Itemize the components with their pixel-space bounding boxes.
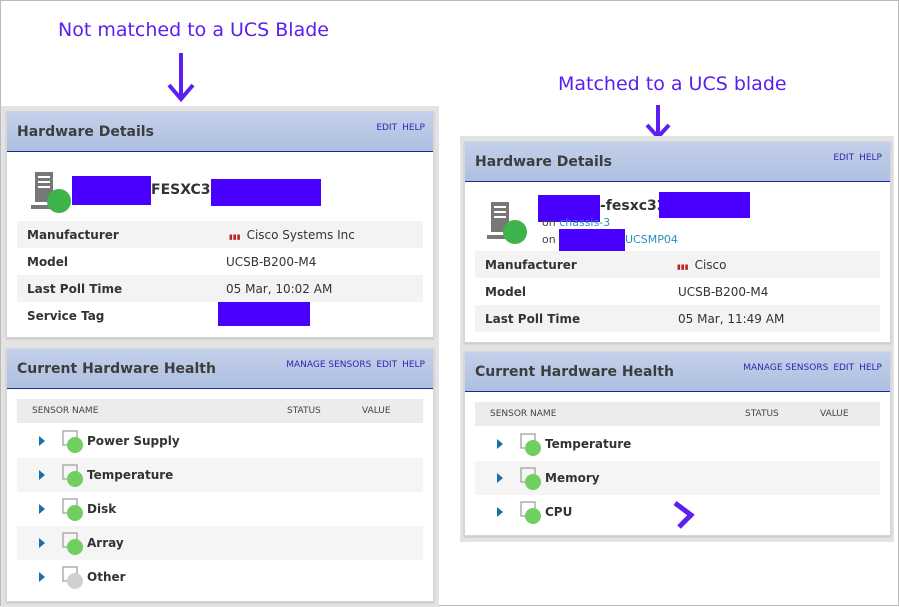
panel-header: Hardware Details EDIT HELP — [465, 142, 890, 182]
node-name: -fesxc32 — [600, 198, 667, 214]
arrow-down-icon — [645, 105, 671, 139]
redacted-block — [559, 229, 625, 251]
sensor-name: Disk — [87, 502, 117, 516]
status-unknown-icon — [67, 573, 83, 589]
sensor-row[interactable]: Other — [17, 560, 423, 594]
detail-row-last-poll: Last Poll Time 05 Mar, 10:02 AM — [17, 275, 423, 302]
annotation-not-matched: Not matched to a UCS Blade — [58, 19, 329, 41]
sensor-name: Power Supply — [87, 434, 180, 448]
panel-title: Current Hardware Health — [475, 364, 674, 380]
detail-row-model: Model UCSB-B200-M4 — [27, 255, 317, 269]
sensor-row[interactable]: Temperature — [475, 427, 880, 461]
sensor-table-header: SENSOR NAME STATUS VALUE — [475, 402, 880, 426]
annotation-matched: Matched to a UCS blade — [558, 73, 787, 95]
expand-icon[interactable] — [39, 436, 45, 446]
detail-row-last-poll: Last Poll Time 05 Mar, 11:49 AM — [475, 305, 880, 332]
expand-icon[interactable] — [497, 507, 503, 517]
manager-link[interactable]: UCSMP04 — [625, 233, 678, 246]
status-up-icon — [67, 471, 83, 487]
detail-row-model: Model UCSB-B200-M4 — [485, 285, 769, 299]
status-up-icon — [525, 440, 541, 456]
panel-header: Current Hardware Health MANAGE SENSORS ED… — [465, 352, 890, 392]
cursor-arrow-icon — [673, 501, 695, 529]
status-up-icon — [525, 474, 541, 490]
sensor-name: Temperature — [87, 468, 174, 482]
edit-link[interactable]: EDIT — [833, 153, 855, 163]
redacted-block — [72, 176, 151, 205]
sensor-name: Memory — [545, 471, 600, 485]
node-name: FESXC31. — [151, 182, 226, 198]
expand-icon[interactable] — [497, 473, 503, 483]
redacted-block — [211, 179, 321, 206]
status-up-icon — [67, 437, 83, 453]
sensor-name: Other — [87, 570, 126, 584]
hardware-details-panel: Hardware Details EDIT HELP FESXC31. Manuf… — [6, 111, 434, 338]
sensor-row[interactable]: Temperature — [17, 458, 423, 492]
sensor-row[interactable]: Array — [17, 526, 423, 560]
edit-link[interactable]: EDIT — [376, 123, 398, 133]
manage-sensors-link[interactable]: MANAGE SENSORS — [743, 363, 829, 373]
sensor-name: Temperature — [545, 437, 632, 451]
status-up-icon — [525, 508, 541, 524]
expand-icon[interactable] — [39, 572, 45, 582]
cisco-logo-icon: ▮▮▮ — [677, 263, 689, 271]
edit-link[interactable]: EDIT — [376, 360, 398, 370]
help-link[interactable]: HELP — [402, 360, 425, 370]
sensor-row[interactable]: Disk — [17, 492, 423, 526]
sensor-row[interactable]: CPU — [475, 495, 880, 529]
sensor-row[interactable]: Memory — [475, 461, 880, 495]
redacted-block — [218, 302, 310, 326]
arrow-down-icon — [167, 53, 195, 103]
status-up-icon — [67, 505, 83, 521]
status-up-icon — [67, 539, 83, 555]
cisco-logo-icon: ▮▮▮ — [229, 233, 241, 241]
status-up-icon — [47, 189, 71, 213]
hardware-health-panel: Current Hardware Health MANAGE SENSORS ED… — [6, 348, 434, 602]
manager-line: on — [542, 233, 556, 246]
panel-title: Hardware Details — [475, 154, 612, 170]
expand-icon[interactable] — [39, 538, 45, 548]
expand-icon[interactable] — [497, 439, 503, 449]
help-link[interactable]: HELP — [402, 123, 425, 133]
panel-title: Hardware Details — [17, 124, 154, 140]
status-up-icon — [503, 220, 527, 244]
edit-link[interactable]: EDIT — [833, 363, 855, 373]
help-link[interactable]: HELP — [859, 153, 882, 163]
help-link[interactable]: HELP — [859, 363, 882, 373]
sensor-name: CPU — [545, 505, 573, 519]
redacted-block — [538, 195, 600, 222]
expand-icon[interactable] — [39, 470, 45, 480]
detail-row-manufacturer: Manufacturer ▮▮▮ Cisco — [475, 251, 880, 278]
panel-header: Hardware Details EDIT HELP — [7, 112, 433, 152]
manage-sensors-link[interactable]: MANAGE SENSORS — [286, 360, 372, 370]
chassis-line: on chassis-3 — [542, 216, 611, 229]
panel-title: Current Hardware Health — [17, 361, 216, 377]
sensor-name: Array — [87, 536, 124, 550]
detail-row-service-tag: Service Tag — [27, 309, 105, 323]
hardware-details-panel: Hardware Details EDIT HELP -fesxc32 on ch… — [464, 141, 891, 343]
redacted-block — [659, 192, 750, 218]
sensor-table-header: SENSOR NAME STATUS VALUE — [17, 399, 423, 423]
expand-icon[interactable] — [39, 504, 45, 514]
panel-header: Current Hardware Health MANAGE SENSORS ED… — [7, 349, 433, 389]
chassis-link[interactable]: chassis-3 — [559, 216, 611, 229]
sensor-row[interactable]: Power Supply — [17, 424, 423, 458]
detail-row-manufacturer: Manufacturer ▮▮▮ Cisco Systems Inc — [17, 221, 423, 248]
